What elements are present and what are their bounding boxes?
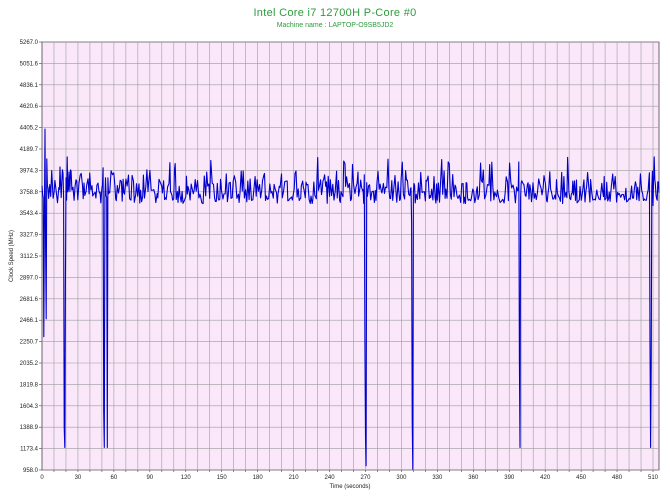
x-tick-label: 480 (612, 475, 623, 481)
x-tick-label: 510 (648, 475, 659, 481)
x-tick-label: 60 (111, 475, 118, 481)
y-tick-label: 1388.9 (20, 425, 39, 431)
y-tick-label: 3543.4 (20, 211, 39, 217)
series-line (41, 128, 660, 470)
x-tick-label: 90 (146, 475, 153, 481)
y-tick-label: 958.0 (23, 468, 39, 474)
y-tick-label: 1819.8 (20, 382, 39, 388)
x-tick-label: 210 (289, 475, 300, 481)
y-tick-label: 2035.2 (20, 361, 39, 367)
x-tick-label: 240 (325, 475, 336, 481)
x-tick-label: 300 (396, 475, 407, 481)
y-tick-label: 2681.6 (20, 297, 39, 303)
y-tick-label: 3112.5 (20, 254, 39, 260)
y-tick-label: 4405.2 (20, 126, 39, 132)
x-tick-label: 450 (576, 475, 587, 481)
x-tick-label: 270 (360, 475, 371, 481)
grid (42, 41, 659, 471)
x-tick-label: 360 (468, 475, 479, 481)
x-tick-label: 30 (75, 475, 82, 481)
y-axis-ticks: 5267.0 5051.6 4836.1 4620.6 4405.2 4189.7 3974… (20, 40, 42, 474)
x-tick-label: 420 (540, 475, 551, 481)
y-tick-label: 2250.7 (20, 340, 39, 346)
y-tick-label: 4189.7 (20, 147, 39, 153)
x-tick-label: 120 (181, 475, 192, 481)
y-tick-label: 4836.1 (20, 83, 39, 89)
x-tick-label: 0 (40, 475, 44, 481)
y-tick-label: 3758.8 (20, 190, 39, 196)
y-tick-label: 5267.0 (20, 40, 39, 46)
x-axis-label: Time (seconds) (329, 484, 370, 490)
y-tick-label: 3974.3 (20, 168, 39, 174)
x-tick-label: 330 (432, 475, 443, 481)
y-tick-label: 5051.6 (20, 61, 39, 67)
y-tick-label: 2466.1 (20, 318, 39, 324)
y-tick-label: 2897.0 (20, 275, 39, 281)
y-tick-label: 4620.6 (20, 104, 39, 110)
y-axis-label: Clock Speed (MHz) (9, 230, 15, 282)
y-tick-label: 1173.4 (20, 447, 39, 453)
chart-subtitle: Machine name : LAPTOP-O9SB5JD2 (276, 22, 394, 29)
series-layer (41, 128, 660, 470)
x-axis-ticks: 0 30 60 90 120 150 180 210 240 270 300 330 360 390 420… (40, 470, 659, 481)
x-tick-label: 150 (217, 475, 228, 481)
chart-title: Intel Core i7 12700H P-Core #0 (253, 7, 417, 19)
y-tick-label: 3327.9 (20, 233, 39, 239)
y-tick-label: 1604.3 (20, 404, 39, 410)
x-tick-label: 390 (504, 475, 515, 481)
x-tick-label: 180 (253, 475, 264, 481)
